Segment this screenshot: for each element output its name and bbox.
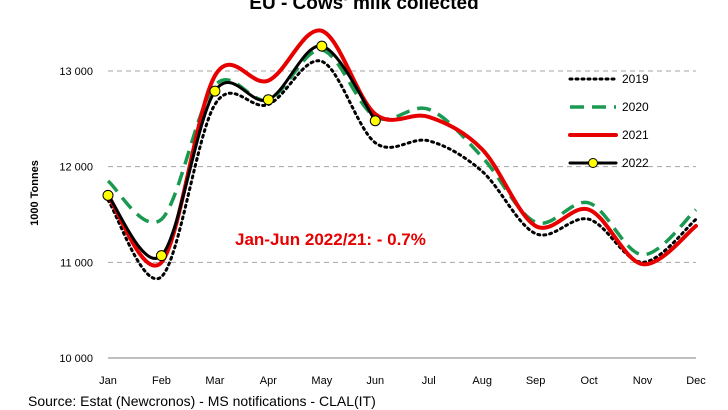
axes: 10 000 11 000 12 000 13 000 Jan Feb Mar Apr May J… xyxy=(59,66,706,387)
series-line-2022 xyxy=(106,44,377,260)
line-chart: 10 000 11 000 12 000 13 000 Jan Feb Mar Apr May J… xyxy=(29,28,706,387)
y-tick-label: 12 000 xyxy=(59,162,93,174)
data-point-2022 xyxy=(262,94,274,106)
x-tick-label: Nov xyxy=(633,375,653,387)
x-tick-label: Oct xyxy=(581,375,598,387)
x-tick-label: May xyxy=(311,375,332,387)
y-tick-label: 11 000 xyxy=(60,257,93,269)
y-axis-label: 1000 Tonnes xyxy=(29,160,41,226)
grid-lines xyxy=(108,70,696,263)
x-tick-label: Mar xyxy=(205,375,224,387)
data-point-2022 xyxy=(369,115,381,127)
series-line-2020 xyxy=(106,48,698,257)
legend-label-2022: 2022 xyxy=(622,156,649,170)
x-tick-label: Jan xyxy=(99,375,117,387)
series-line-2019 xyxy=(106,59,698,281)
series-markers xyxy=(102,40,381,262)
chart-annotation: Jan-Jun 2022/21: - 0.7% xyxy=(235,230,426,249)
chart-title: EU - Cows' milk collected xyxy=(249,0,479,14)
y-tick-label: 10 000 xyxy=(59,353,93,365)
x-tick-label: Apr xyxy=(260,375,277,387)
x-tick-label: Sep xyxy=(526,375,546,387)
legend: 2019 2020 2021 2022 xyxy=(568,72,649,170)
x-tick-label: Aug xyxy=(472,375,492,387)
y-tick-label: 13 000 xyxy=(59,66,93,78)
data-point-2022 xyxy=(316,40,328,52)
series-lines xyxy=(106,28,698,281)
x-tick-label: Jul xyxy=(422,375,436,387)
legend-marker-2022 xyxy=(588,158,598,168)
legend-label-2021: 2021 xyxy=(622,128,649,142)
data-point-2022 xyxy=(209,85,221,97)
data-point-2022 xyxy=(155,250,167,262)
x-tick-label: Dec xyxy=(686,375,706,387)
data-point-2022 xyxy=(102,189,114,201)
legend-label-2019: 2019 xyxy=(622,72,649,86)
source-note: Source: Estat (Newcronos) - MS notificat… xyxy=(28,393,376,409)
legend-label-2020: 2020 xyxy=(622,100,649,114)
x-tick-label: Feb xyxy=(152,375,171,387)
x-tick-label: Jun xyxy=(366,375,384,387)
